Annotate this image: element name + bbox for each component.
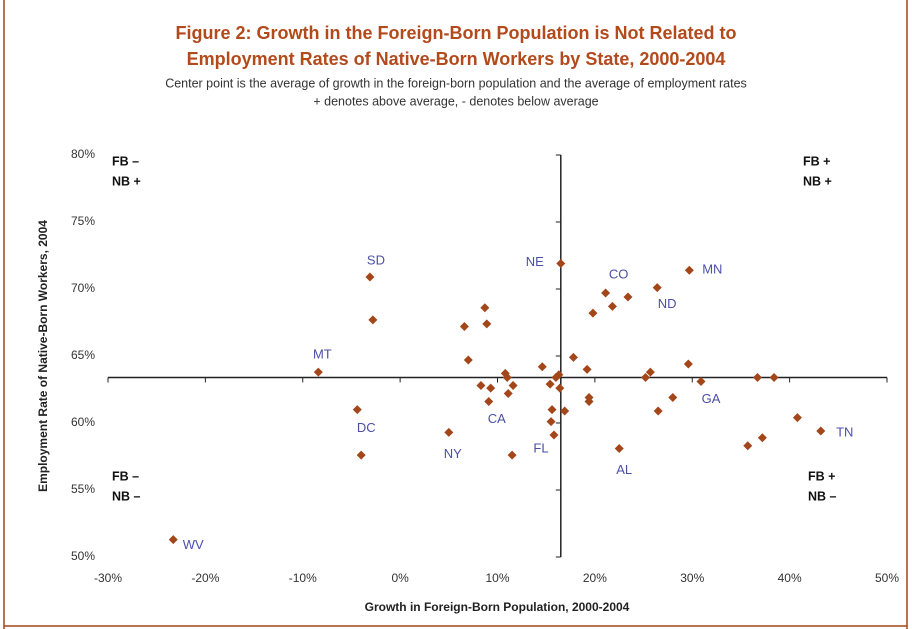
quadrant-label: NB + (803, 174, 832, 188)
point-label: FL (533, 440, 548, 455)
point (313, 367, 323, 377)
point (653, 406, 663, 416)
point (816, 426, 826, 436)
point-label: ND (658, 296, 677, 311)
point (560, 406, 570, 416)
point (668, 393, 678, 403)
chart-title: Figure 2: Growth in the Foreign-Born Pop… (176, 23, 737, 43)
point (752, 372, 762, 382)
point (480, 303, 490, 313)
point (601, 288, 611, 298)
x-tick-label: -30% (94, 571, 122, 585)
point (463, 355, 473, 365)
x-tick-label: 40% (778, 571, 802, 585)
point (365, 272, 375, 282)
point-label: TN (836, 424, 853, 439)
x-tick-label: -20% (191, 571, 219, 585)
point (743, 441, 753, 451)
y-tick-label: 55% (71, 482, 95, 496)
point (641, 372, 651, 382)
subtitle: Center point is the average of growth in… (165, 76, 747, 90)
point (368, 315, 378, 325)
point (556, 259, 566, 269)
point (607, 301, 617, 311)
point (684, 265, 694, 275)
point-label: SD (367, 252, 385, 267)
point (486, 383, 496, 393)
quadrant-label: FB + (803, 154, 830, 168)
point (507, 450, 517, 460)
point (769, 372, 779, 382)
point (549, 430, 559, 440)
point (792, 413, 802, 423)
y-tick-label: 65% (71, 348, 95, 362)
point (508, 380, 518, 390)
y-tick-label: 60% (71, 415, 95, 429)
quadrant-label: NB – (112, 489, 141, 503)
point (614, 443, 624, 453)
point (584, 397, 594, 407)
point (546, 417, 556, 427)
y-axis-title: Employment Rate of Native-Born Workers, … (36, 220, 50, 492)
point-label: MN (702, 262, 722, 277)
quadrant-label: NB – (808, 489, 837, 503)
x-tick-label: 20% (583, 571, 607, 585)
y-tick-label: 70% (71, 281, 95, 295)
point-label: DC (357, 420, 376, 435)
point-label: MT (313, 347, 332, 362)
point (554, 370, 564, 380)
point (476, 380, 486, 390)
y-tick-label: 80% (71, 147, 95, 161)
point (645, 367, 655, 377)
point-label: CA (488, 411, 506, 426)
point (555, 383, 565, 393)
point (502, 372, 512, 382)
point (503, 389, 513, 399)
point (168, 535, 178, 545)
quadrant-label: NB + (112, 174, 141, 188)
point (444, 427, 454, 437)
point (683, 359, 693, 369)
point-label: GA (702, 391, 721, 406)
point (757, 433, 767, 443)
chart-title: Employment Rates of Native-Born Workers … (187, 49, 726, 69)
point (545, 379, 555, 389)
point-label: NE (526, 254, 544, 269)
point (352, 405, 362, 415)
point-label: NY (444, 446, 462, 461)
x-tick-label: -10% (289, 571, 317, 585)
point (482, 319, 492, 329)
y-tick-label: 75% (71, 214, 95, 228)
point (582, 364, 592, 374)
quadrant-label: FB – (112, 469, 139, 483)
point (588, 308, 598, 318)
y-tick-label: 50% (71, 549, 95, 563)
point-label: CO (609, 266, 629, 281)
point (696, 376, 706, 386)
point (652, 283, 662, 293)
point (356, 450, 366, 460)
point (623, 292, 633, 302)
point (537, 362, 547, 372)
x-tick-label: 50% (875, 571, 899, 585)
point (459, 322, 469, 332)
point-label: AL (616, 462, 632, 477)
point (484, 397, 494, 407)
x-tick-label: 10% (485, 571, 509, 585)
point (568, 352, 578, 362)
x-tick-label: 30% (680, 571, 704, 585)
x-tick-label: 0% (391, 571, 409, 585)
point-label: WV (183, 537, 204, 552)
x-axis-title: Growth in Foreign-Born Population, 2000-… (365, 600, 630, 614)
point (547, 405, 557, 415)
subtitle: + denotes above average, - denotes below… (313, 94, 598, 108)
quadrant-label: FB + (808, 469, 835, 483)
quadrant-label: FB – (112, 154, 139, 168)
